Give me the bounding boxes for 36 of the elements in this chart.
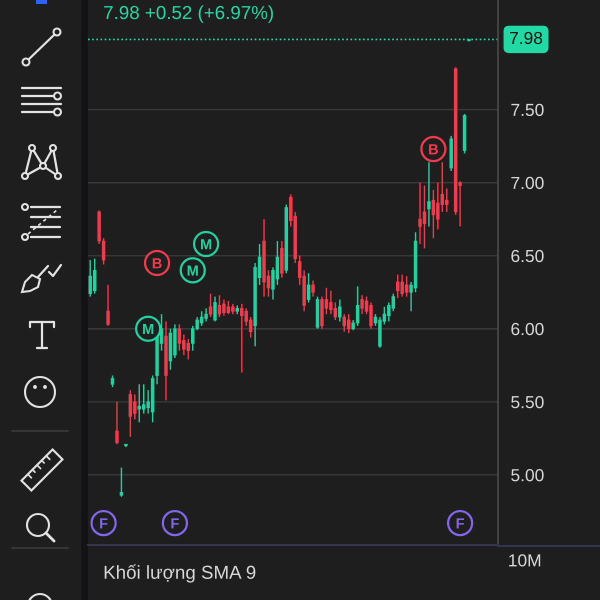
candlestick xyxy=(204,308,208,322)
y-tick-label: 5.50 xyxy=(511,396,544,408)
candlestick xyxy=(427,161,431,228)
candlestick xyxy=(178,324,182,352)
text: Khối lượng SMA 9 xyxy=(104,564,256,583)
candlestick xyxy=(311,280,315,298)
data-label: M xyxy=(143,324,154,334)
data-label: M xyxy=(188,266,198,276)
candlestick xyxy=(432,189,436,239)
y-tick-label: 5.00 xyxy=(511,469,544,482)
y-tick-label: 6.50 xyxy=(511,250,544,262)
candlestick xyxy=(128,389,132,438)
candlestick xyxy=(120,466,124,498)
candlestick xyxy=(356,286,360,327)
candlestick xyxy=(346,313,350,334)
candlestick xyxy=(338,298,342,322)
candlestick xyxy=(422,184,426,250)
y-tick-label: 7.00 xyxy=(511,176,544,190)
candlestick xyxy=(115,401,119,445)
candlestick xyxy=(306,272,310,304)
data-label: B xyxy=(429,144,438,154)
data-label: F xyxy=(100,518,108,528)
ref-line-label: 7.98 xyxy=(510,32,542,44)
data-label: F xyxy=(171,518,179,528)
data-label: B xyxy=(152,258,162,268)
y-tick-label: 6.00 xyxy=(511,322,544,336)
data-label: M xyxy=(201,239,212,250)
candlestick xyxy=(218,294,222,318)
candlestick xyxy=(404,275,408,298)
annotation: 7.98 +0.52 (+6.97%) xyxy=(104,5,273,23)
candlestick xyxy=(92,258,96,294)
y-tick-label: 7.50 xyxy=(511,104,544,116)
candlestick xyxy=(106,284,110,327)
candlestick xyxy=(208,292,212,318)
text: 10M xyxy=(509,554,540,566)
data-label: F xyxy=(456,518,464,528)
